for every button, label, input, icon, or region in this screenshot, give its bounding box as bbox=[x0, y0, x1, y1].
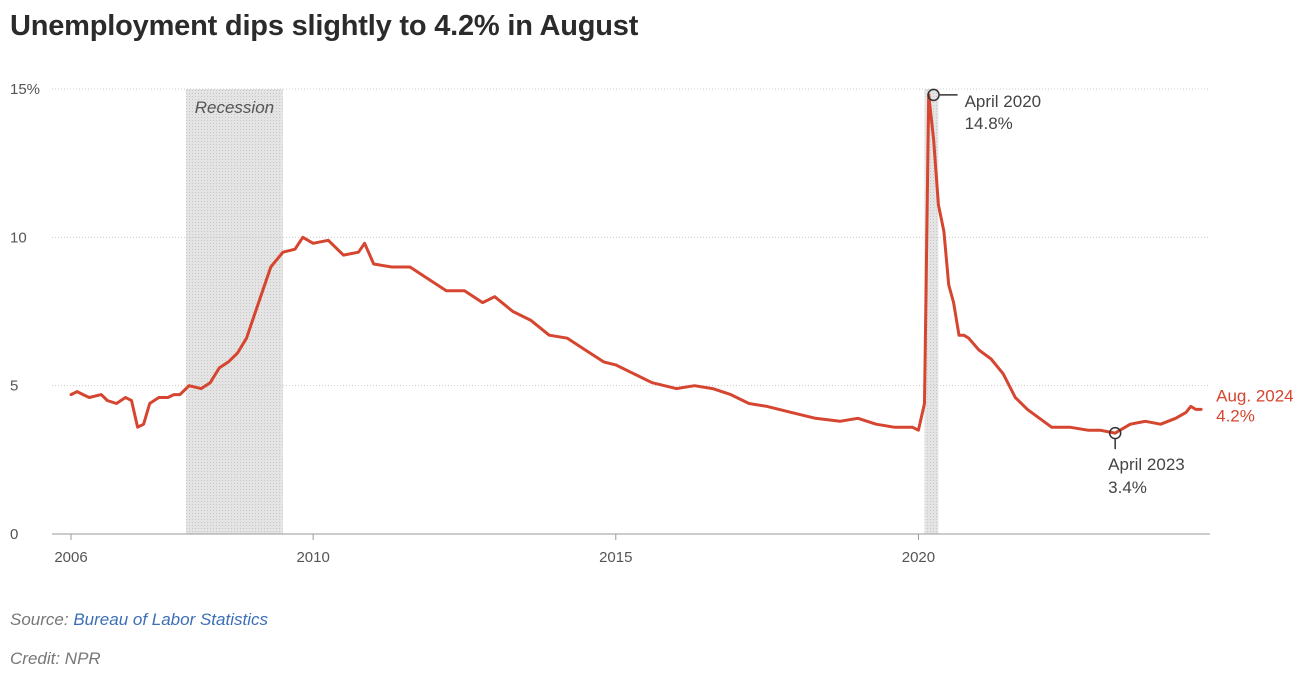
x-tick-label: 2010 bbox=[296, 549, 329, 566]
recession-label: Recession bbox=[195, 98, 274, 117]
source-label: Source: bbox=[10, 610, 69, 629]
latest-value: 4.2% bbox=[1216, 406, 1255, 425]
line-chart: Recession 0 5 10 15% 2006 2010 2015 2020 April … bbox=[10, 81, 1294, 566]
axis-labels: 0 5 10 15% 2006 2010 2015 2020 bbox=[10, 81, 935, 566]
y-tick-label: 0 bbox=[10, 526, 18, 543]
low-label: April 2023 bbox=[1108, 455, 1185, 474]
source-line: Source: Bureau of Labor Statistics bbox=[10, 610, 268, 630]
source-link[interactable]: Bureau of Labor Statistics bbox=[73, 610, 268, 629]
recession-bands: Recession bbox=[186, 89, 939, 534]
latest-label: Aug. 2024 bbox=[1216, 386, 1294, 405]
y-tick-label: 5 bbox=[10, 378, 18, 395]
credit-text: Credit: NPR bbox=[10, 649, 101, 668]
y-tick-label: 10 bbox=[10, 229, 27, 246]
peak-marker bbox=[927, 88, 940, 102]
x-tick-label: 2015 bbox=[599, 549, 632, 566]
peak-label: April 2020 bbox=[965, 92, 1042, 111]
series-line-layer bbox=[69, 93, 1203, 435]
annotations: April 2020 14.8% April 2023 3.4% Aug. 20244.… bbox=[927, 88, 1294, 497]
low-value: 3.4% bbox=[1108, 478, 1147, 497]
x-tick-label: 2020 bbox=[902, 549, 935, 566]
x-tick-label: 2006 bbox=[54, 549, 87, 566]
grid-lines bbox=[52, 88, 1210, 535]
credit-line: Credit: NPR bbox=[10, 649, 101, 669]
peak-value: 14.8% bbox=[965, 114, 1013, 133]
y-tick-label: 15% bbox=[10, 81, 40, 98]
chart-title: Unemployment dips slightly to 4.2% in Au… bbox=[10, 10, 639, 42]
series-line bbox=[69, 93, 1203, 435]
low-marker bbox=[1108, 426, 1122, 440]
recession-band bbox=[186, 89, 283, 534]
